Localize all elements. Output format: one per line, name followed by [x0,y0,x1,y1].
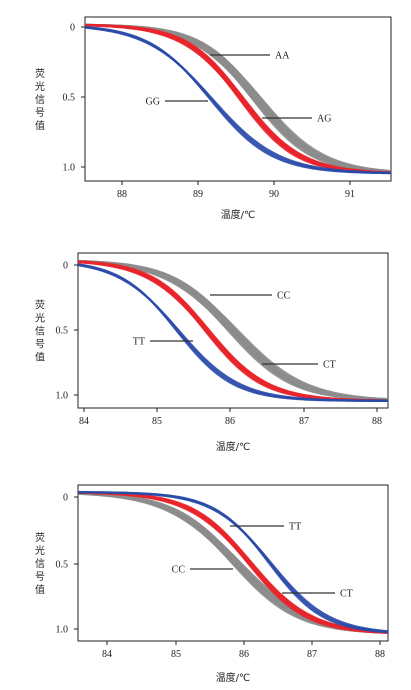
x-tick-label: 85 [171,649,181,660]
series-ag-curve [85,23,391,174]
series-gg-curve [85,25,391,175]
x-tick-label: 91 [345,189,355,200]
series-gg-curve [85,26,391,175]
y-tick-label: 0.5 [56,560,69,571]
x-tick-label: 88 [372,416,382,427]
y-tick-label: 0 [70,23,75,34]
series-ct-curve [78,491,388,634]
y-tick-label: 1.0 [56,625,69,636]
annotation-label-ct: CT [323,360,336,371]
x-axis-title: 温度/℃ [216,671,251,684]
series-gg-curve [85,26,391,174]
x-tick-label: 87 [299,416,309,427]
series-ag-curve [85,23,391,174]
annotation-label-aa: AA [275,51,290,62]
series-cc-curve [78,260,388,401]
y-tick-label: 0.5 [63,93,76,104]
x-tick-label: 90 [269,189,279,200]
x-tick-label: 88 [375,649,385,660]
y-axis-title: 荧光信号值 [35,531,45,596]
series-ag-curve [85,24,391,174]
x-axis-title: 温度/℃ [221,208,256,221]
annotation-label-cc: CC [277,291,291,302]
plot-frame [84,16,392,182]
x-tick-label: 86 [239,649,249,660]
series-ag-curve [85,24,391,174]
x-tick-label: 84 [102,649,112,660]
y-axis-title: 荧光信号值 [35,67,45,132]
series-ag-curve [85,24,391,174]
series-cc-curve [78,492,388,634]
y-tick-label: 0 [63,493,68,504]
annotation-label-tt: TT [289,522,301,533]
x-axis-title: 温度/℃ [216,440,251,453]
series-ag-curve [85,23,391,174]
curve-group [78,491,388,634]
y-tick-label: 0 [63,261,68,272]
annotation-label-gg: GG [146,97,160,108]
annotation-label-ag: AG [317,114,331,125]
annotation-label-tt: TT [133,337,145,348]
annotation-label-ct: CT [340,589,353,600]
y-tick-label: 1.0 [63,163,76,174]
series-ag-curve [85,23,391,174]
x-tick-label: 86 [225,416,235,427]
curve-group [85,23,391,175]
x-tick-label: 89 [193,189,203,200]
curve-group [78,259,388,402]
y-axis-title: 荧光信号值 [35,299,45,364]
x-tick-label: 84 [79,416,89,427]
series-tt-curve [78,264,388,402]
y-tick-label: 1.0 [56,391,69,402]
series-tt-curve [78,491,388,633]
series-cc-curve [78,260,388,401]
x-tick-label: 88 [117,189,127,200]
annotation-label-cc: CC [172,565,186,576]
y-tick-label: 0.5 [56,326,69,337]
series-ag-curve [85,24,391,174]
x-tick-label: 85 [152,416,162,427]
x-tick-label: 87 [307,649,317,660]
plot-frame [77,484,389,642]
